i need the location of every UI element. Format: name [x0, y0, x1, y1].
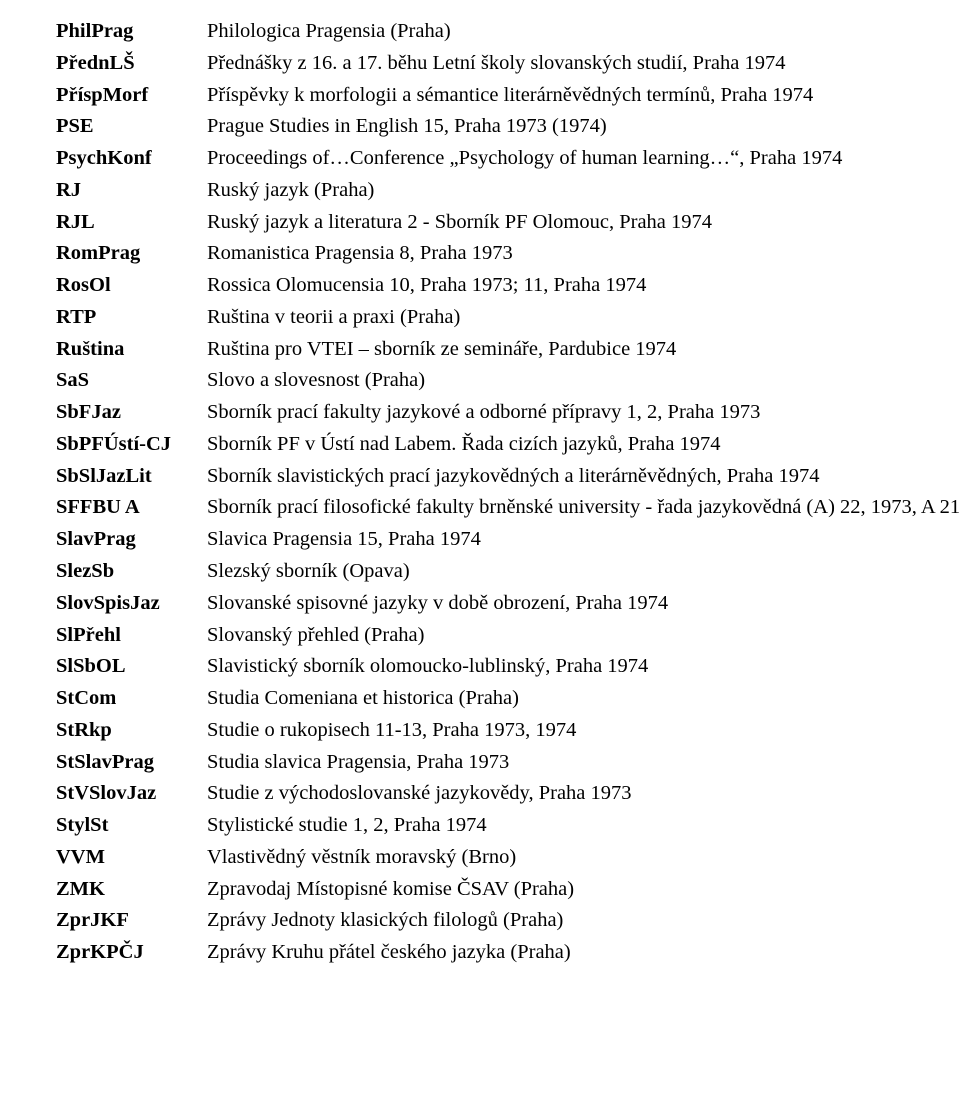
abbreviation-description: Slovo a slovesnost (Praha) — [207, 365, 960, 397]
abbreviation-description: Studia Comeniana et historica (Praha) — [207, 683, 960, 715]
abbreviation-row: StSlavPragStudia slavica Pragensia, Prah… — [56, 747, 960, 779]
abbreviation-description: Slovanský přehled (Praha) — [207, 620, 960, 652]
abbreviation-row: StComStudia Comeniana et historica (Prah… — [56, 683, 960, 715]
abbreviation-row: StRkpStudie o rukopisech 11-13, Praha 19… — [56, 715, 960, 747]
abbreviation-description: Ruština v teorii a praxi (Praha) — [207, 302, 960, 334]
abbreviation-code: SlovSpisJaz — [56, 588, 207, 620]
abbreviation-row: RomPragRomanistica Pragensia 8, Praha 19… — [56, 238, 960, 270]
abbreviation-row: RTPRuština v teorii a praxi (Praha) — [56, 302, 960, 334]
abbreviation-row: StylStStylistické studie 1, 2, Praha 197… — [56, 810, 960, 842]
abbreviation-code: StSlavPrag — [56, 747, 207, 779]
abbreviation-row: PsychKonfProceedings of…Conference „Psyc… — [56, 143, 960, 175]
abbreviation-row: PřednLŠPřednášky z 16. a 17. běhu Letní … — [56, 48, 960, 80]
abbreviation-code: RosOl — [56, 270, 207, 302]
abbreviation-code: RTP — [56, 302, 207, 334]
abbreviation-row: PříspMorfPříspěvky k morfologii a sémant… — [56, 80, 960, 112]
abbreviation-code: PhilPrag — [56, 16, 207, 48]
abbreviation-row: ZprKPČJZprávy Kruhu přátel českého jazyk… — [56, 937, 960, 969]
abbreviation-code: PříspMorf — [56, 80, 207, 112]
abbreviation-description: Studia slavica Pragensia, Praha 1973 — [207, 747, 960, 779]
abbreviation-code: StCom — [56, 683, 207, 715]
abbreviation-code: PSE — [56, 111, 207, 143]
abbreviation-row: SbPFÚstí-CJSborník PF v Ústí nad Labem. … — [56, 429, 960, 461]
abbreviation-description: Sborník prací fakulty jazykové a odborné… — [207, 397, 960, 429]
abbreviation-code: StRkp — [56, 715, 207, 747]
abbreviation-row: SlSbOLSlavistický sborník olomoucko-lubl… — [56, 651, 960, 683]
abbreviation-code: SbFJaz — [56, 397, 207, 429]
abbreviation-row: SlezSbSlezský sborník (Opava) — [56, 556, 960, 588]
abbreviation-row: SlPřehlSlovanský přehled (Praha) — [56, 620, 960, 652]
abbreviation-code: RJL — [56, 207, 207, 239]
abbreviation-description: Ruský jazyk (Praha) — [207, 175, 960, 207]
abbreviation-code: SFFBU A — [56, 492, 207, 524]
abbreviation-code: RomPrag — [56, 238, 207, 270]
abbreviation-code: PřednLŠ — [56, 48, 207, 80]
abbreviation-code: ZprJKF — [56, 905, 207, 937]
abbreviation-code: ZMK — [56, 874, 207, 906]
abbreviation-row: SFFBU ASborník prací filosofické fakulty… — [56, 492, 960, 524]
abbreviation-row: PhilPragPhilologica Pragensia (Praha) — [56, 16, 960, 48]
abbreviation-code: SaS — [56, 365, 207, 397]
abbreviation-code: SlezSb — [56, 556, 207, 588]
abbreviation-row: RJRuský jazyk (Praha) — [56, 175, 960, 207]
abbreviation-row: ZMKZpravodaj Místopisné komise ČSAV (Pra… — [56, 874, 960, 906]
abbreviation-code: SlSbOL — [56, 651, 207, 683]
abbreviation-row: RuštinaRuština pro VTEI – sborník ze sem… — [56, 334, 960, 366]
abbreviation-row: PSEPrague Studies in English 15, Praha 1… — [56, 111, 960, 143]
abbreviation-description: Slovanské spisovné jazyky v době obrozen… — [207, 588, 960, 620]
abbreviation-code: ZprKPČJ — [56, 937, 207, 969]
abbreviation-description: Stylistické studie 1, 2, Praha 1974 — [207, 810, 960, 842]
abbreviation-description: Slavistický sborník olomoucko-lublinský,… — [207, 651, 960, 683]
abbreviation-description: Zprávy Jednoty klasických filologů (Prah… — [207, 905, 960, 937]
abbreviation-description: Proceedings of…Conference „Psychology of… — [207, 143, 960, 175]
abbreviation-description: Sborník prací filosofické fakulty brněns… — [207, 492, 960, 524]
abbreviation-description: Slavica Pragensia 15, Praha 1974 — [207, 524, 960, 556]
abbreviation-row: SbFJazSborník prací fakulty jazykové a o… — [56, 397, 960, 429]
abbreviation-code: StVSlovJaz — [56, 778, 207, 810]
abbreviation-code: Ruština — [56, 334, 207, 366]
abbreviation-description: Sborník PF v Ústí nad Labem. Řada cizích… — [207, 429, 960, 461]
abbreviation-row: SlavPragSlavica Pragensia 15, Praha 1974 — [56, 524, 960, 556]
abbreviation-description: Slezský sborník (Opava) — [207, 556, 960, 588]
abbreviation-code: SbSlJazLit — [56, 461, 207, 493]
abbreviation-list: PhilPragPhilologica Pragensia (Praha)Pře… — [56, 16, 960, 969]
abbreviation-code: RJ — [56, 175, 207, 207]
abbreviation-code: SbPFÚstí-CJ — [56, 429, 207, 461]
abbreviation-row: ZprJKFZprávy Jednoty klasických filologů… — [56, 905, 960, 937]
abbreviation-code: VVM — [56, 842, 207, 874]
abbreviation-description: Studie z východoslovanské jazykovědy, Pr… — [207, 778, 960, 810]
abbreviation-description: Rossica Olomucensia 10, Praha 1973; 11, … — [207, 270, 960, 302]
abbreviation-row: RosOlRossica Olomucensia 10, Praha 1973;… — [56, 270, 960, 302]
abbreviation-description: Ruština pro VTEI – sborník ze semináře, … — [207, 334, 960, 366]
abbreviation-code: PsychKonf — [56, 143, 207, 175]
abbreviation-code: StylSt — [56, 810, 207, 842]
abbreviation-row: SaSSlovo a slovesnost (Praha) — [56, 365, 960, 397]
abbreviation-description: Ruský jazyk a literatura 2 - Sborník PF … — [207, 207, 960, 239]
abbreviation-code: SlavPrag — [56, 524, 207, 556]
abbreviation-description: Příspěvky k morfologii a sémantice liter… — [207, 80, 960, 112]
abbreviation-description: Sborník slavistických prací jazykovědnýc… — [207, 461, 960, 493]
abbreviation-row: SbSlJazLitSborník slavistických prací ja… — [56, 461, 960, 493]
abbreviation-description: Philologica Pragensia (Praha) — [207, 16, 960, 48]
abbreviation-description: Přednášky z 16. a 17. běhu Letní školy s… — [207, 48, 960, 80]
abbreviation-description: Vlastivědný věstník moravský (Brno) — [207, 842, 960, 874]
abbreviation-description: Prague Studies in English 15, Praha 1973… — [207, 111, 960, 143]
abbreviation-row: StVSlovJazStudie z východoslovanské jazy… — [56, 778, 960, 810]
abbreviation-description: Studie o rukopisech 11-13, Praha 1973, 1… — [207, 715, 960, 747]
abbreviation-description: Zpravodaj Místopisné komise ČSAV (Praha) — [207, 874, 960, 906]
abbreviation-description: Zprávy Kruhu přátel českého jazyka (Prah… — [207, 937, 960, 969]
abbreviation-description: Romanistica Pragensia 8, Praha 1973 — [207, 238, 960, 270]
abbreviation-row: SlovSpisJazSlovanské spisovné jazyky v d… — [56, 588, 960, 620]
abbreviation-code: SlPřehl — [56, 620, 207, 652]
abbreviation-row: VVMVlastivědný věstník moravský (Brno) — [56, 842, 960, 874]
abbreviation-row: RJLRuský jazyk a literatura 2 - Sborník … — [56, 207, 960, 239]
